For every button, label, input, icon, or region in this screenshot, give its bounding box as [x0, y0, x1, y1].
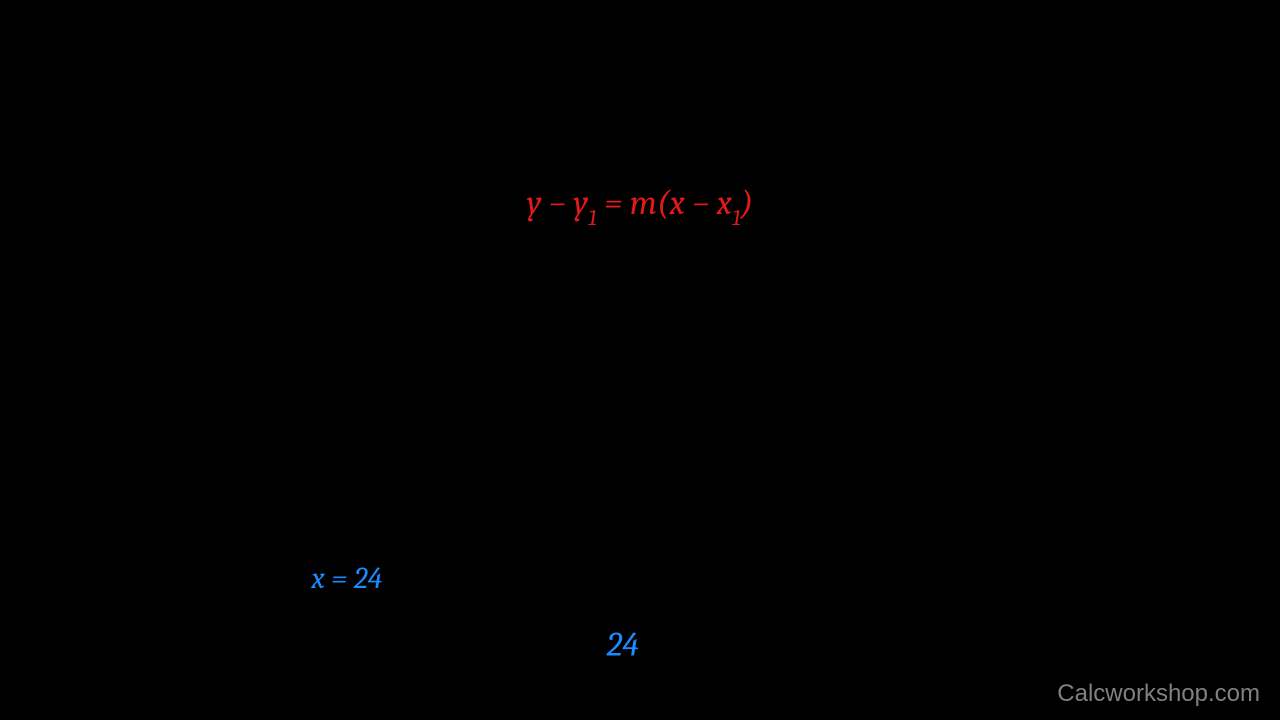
linearization-line3: y = 110 x − 52 + 5: [100, 349, 1180, 422]
step4-formula: y = 110 (24) + 52 = 4.9: [497, 611, 783, 684]
step4-text-after: into the Linearization (i.e., tangent li…: [382, 561, 871, 596]
step4-x-value: x = 24: [311, 561, 382, 596]
step4-heading: Step 4: Substitute x = 24 into the Linea…: [100, 556, 1180, 601]
lesson-content: Step 3: Write the Equation of the line (…: [100, 50, 1180, 685]
step3-text: Write the Equation of the line (Lineariz…: [176, 53, 728, 88]
step3-supporting: using Point-Slope Form: [100, 117, 1180, 156]
step4-formula-row: y = 110 (24) + 52 = 4.9: [100, 611, 1180, 684]
linearization-line2-formula: y − 5 = 110 (x − 25): [516, 251, 764, 324]
step4-block: Step 4: Substitute x = 24 into the Linea…: [100, 556, 1180, 684]
step4-label: Step 4:: [100, 561, 177, 596]
linearization-line3-formula: y = 110 x − 52 + 5: [530, 349, 750, 422]
step3-heading: Step 3: Write the Equation of the line (…: [100, 50, 1180, 92]
point-slope-formula-row: y − y1 = m(x − x1): [100, 186, 1180, 226]
watermark: Calcworkshop.com: [1057, 680, 1260, 708]
linearization-line4: y = 110 x + 52: [100, 448, 1180, 521]
step3-label: Step 3:: [100, 53, 176, 88]
linearization-line2: y − 5 = 110 (x − 25): [100, 251, 1180, 324]
linearization-line4-formula: y = 110 x + 52: [554, 448, 726, 521]
point-slope-formula: y − y1 = m(x − x1): [527, 186, 754, 226]
step4-text-before: Substitute: [177, 561, 311, 596]
